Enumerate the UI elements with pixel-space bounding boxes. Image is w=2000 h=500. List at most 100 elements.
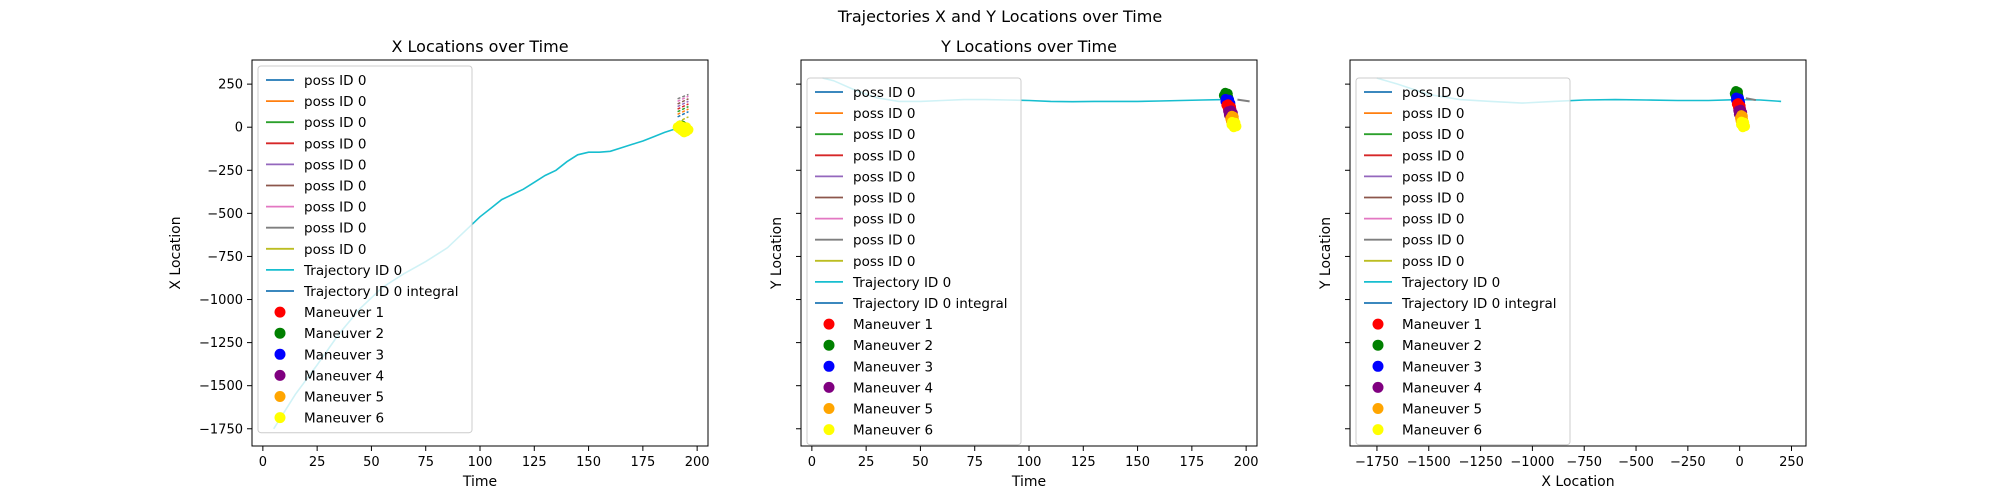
- x-tick-label: −1750: [1355, 455, 1399, 470]
- legend-marker-swatch: [274, 348, 286, 360]
- x-tick-label: 150: [1125, 455, 1150, 470]
- legend-entry: Maneuver 5: [853, 402, 933, 418]
- legend-entry: poss ID 0: [1402, 212, 1464, 228]
- legend-entry: Maneuver 6: [853, 423, 933, 439]
- legend-marker-swatch: [274, 412, 286, 424]
- legend-entry: Maneuver 1: [304, 305, 384, 321]
- legend-frame: [806, 77, 1022, 446]
- y-tick-label: 0: [235, 121, 243, 136]
- y-tick-label: 250: [218, 78, 243, 93]
- legend-entry: Maneuver 3: [304, 347, 384, 363]
- legend-entry: poss ID 0: [1402, 233, 1464, 249]
- x-tick-label: 125: [522, 455, 547, 470]
- poss-line: [1237, 98, 1250, 103]
- legend-entry: poss ID 0: [1402, 85, 1464, 101]
- y-tick-label: −1250: [199, 336, 243, 351]
- legend: poss ID 0 poss ID 0 poss ID 0 poss ID 0 poss…: [1355, 77, 1571, 446]
- maneuver-point: [679, 127, 690, 138]
- legend-marker-swatch: [1372, 403, 1384, 414]
- legend-entry: Maneuver 2: [853, 338, 933, 354]
- x-tick-label: 150: [576, 455, 601, 470]
- legend-entry: Maneuver 5: [1402, 402, 1482, 418]
- legend-marker-swatch: [823, 381, 835, 393]
- poss-line: [677, 108, 689, 115]
- x-tick-label: 125: [1071, 455, 1096, 470]
- legend-entry: poss ID 0: [304, 242, 366, 258]
- x-tick-label: 100: [468, 455, 493, 470]
- legend-entry: Trajectory ID 0 integral: [303, 284, 459, 300]
- x-tick-label: 200: [685, 455, 710, 470]
- x-tick-label: −1500: [1407, 455, 1451, 470]
- x-tick-label: 0: [259, 455, 267, 470]
- legend-entry: poss ID 0: [304, 115, 366, 131]
- legend-entry: poss ID 0: [853, 212, 915, 228]
- legend-entry: Maneuver 5: [304, 390, 384, 406]
- x-tick-label: −1250: [1459, 455, 1503, 470]
- subplot-x-over-time: X Locations over Time 0 25 50 75 100 125 150 175…: [168, 37, 710, 490]
- legend-entry: poss ID 0: [304, 179, 366, 195]
- legend-entry: poss ID 0: [853, 169, 915, 185]
- y-axis-label: X Location: [168, 216, 184, 289]
- legend-entry: poss ID 0: [304, 94, 366, 110]
- poss-line: [1745, 97, 1757, 102]
- legend-frame: [257, 65, 473, 434]
- x-axis-label: X Location: [1541, 474, 1614, 490]
- x-tick-label: 50: [363, 455, 380, 470]
- legend-entry: Maneuver 3: [853, 359, 933, 375]
- legend-entry: poss ID 0: [853, 148, 915, 164]
- legend: poss ID 0 poss ID 0 poss ID 0 poss ID 0 poss…: [806, 77, 1022, 446]
- legend-marker-swatch: [274, 306, 286, 318]
- legend-entry: Trajectory ID 0 integral: [1401, 296, 1557, 312]
- poss-line: [677, 111, 689, 118]
- y-tick-label: −1500: [199, 379, 243, 394]
- legend-entry: Maneuver 2: [1402, 338, 1482, 354]
- legend-entry: Maneuver 1: [1402, 317, 1482, 333]
- legend-marker-swatch: [1372, 381, 1384, 393]
- subplot-y-vs-x: −1750 −1500 −1250 −1000 −750 −500 −250 0 250 X Lo…: [1318, 59, 1807, 490]
- legend-entry: Maneuver 4: [1402, 380, 1482, 396]
- x-axis-label: Time: [1011, 474, 1046, 490]
- y-tick-label: −1000: [199, 293, 243, 308]
- x-tick-label: 100: [1017, 455, 1042, 470]
- legend-entry: Maneuver 4: [304, 368, 384, 384]
- x-tick-label: 175: [630, 455, 655, 470]
- legend-entry: Maneuver 2: [304, 326, 384, 342]
- legend-entry: poss ID 0: [304, 157, 366, 173]
- x-tick-label: 50: [912, 455, 929, 470]
- x-axis-label: Time: [462, 474, 497, 490]
- plot-area: [1376, 77, 1782, 133]
- poss-line: [677, 95, 689, 103]
- y-axis-label: Y Location: [769, 217, 785, 290]
- legend-entry: Maneuver 6: [1402, 423, 1482, 439]
- x-tick-label: −750: [1566, 455, 1602, 470]
- legend-marker-swatch: [1372, 318, 1384, 330]
- y-tick-label: −1750: [199, 422, 243, 437]
- legend-entry: poss ID 0: [853, 191, 915, 207]
- legend-entry: poss ID 0: [853, 85, 915, 101]
- x-tick-label: −500: [1618, 455, 1654, 470]
- x-tick-label: 25: [858, 455, 875, 470]
- legend-entry: Maneuver 6: [304, 411, 384, 427]
- subplot-title: Y Locations over Time: [940, 37, 1117, 56]
- y-tick-label: −250: [207, 164, 243, 179]
- legend-entry: poss ID 0: [1402, 148, 1464, 164]
- legend-entry: Trajectory ID 0: [303, 263, 402, 279]
- x-tick-label: 250: [1779, 455, 1804, 470]
- legend-marker-swatch: [823, 339, 835, 351]
- legend-marker-swatch: [274, 369, 286, 381]
- legend-entry: Maneuver 4: [853, 380, 933, 396]
- legend-marker-swatch: [1372, 339, 1384, 351]
- x-tick-label: 75: [417, 455, 434, 470]
- figure-suptitle: Trajectories X and Y Locations over Time: [837, 7, 1162, 26]
- maneuver-point: [1228, 122, 1239, 133]
- legend: poss ID 0 poss ID 0 poss ID 0 poss ID 0 poss…: [257, 65, 473, 434]
- axes-frame: [1349, 59, 1807, 447]
- legend-marker-swatch: [823, 403, 835, 414]
- legend-entry: poss ID 0: [304, 136, 366, 152]
- poss-line: [677, 93, 689, 100]
- poss-line: [677, 103, 689, 110]
- maneuver-point: [1737, 122, 1748, 133]
- plot-area: [822, 77, 1250, 133]
- x-tick-label: 75: [966, 455, 983, 470]
